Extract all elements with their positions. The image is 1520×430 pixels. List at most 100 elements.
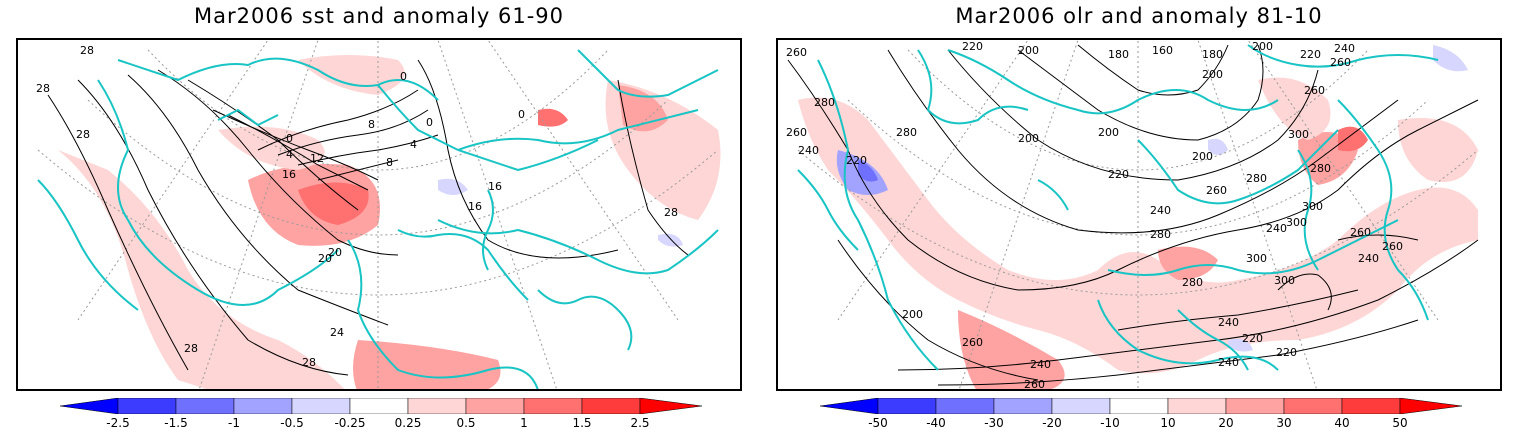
colorbar-label: -0.25 [334, 416, 366, 430]
contour-label: 200 [902, 308, 923, 321]
colorbar-label: 2.5 [630, 416, 650, 430]
contour-label: 200 [1202, 68, 1223, 81]
contour-label: 200 [1018, 44, 1039, 57]
contour-label: 260 [1382, 240, 1403, 253]
olr-colorbar-labels: -50 -40 -30 -20 -10 10 20 30 40 50 [820, 416, 1462, 430]
colorbar-label: 50 [1392, 416, 1408, 430]
contour-label: 240 [1266, 222, 1287, 235]
contour-label: 20 [328, 246, 342, 259]
contour-label: 28 [302, 356, 316, 369]
contour-label: 160 [1152, 44, 1173, 57]
contour-label: 16 [468, 200, 482, 213]
contour-label: 300 [1246, 252, 1267, 265]
contour-label: 260 [1206, 184, 1227, 197]
contour-label: 220 [846, 154, 867, 167]
contour-label: 200 [1252, 40, 1273, 53]
contour-label: 0 [426, 116, 433, 129]
contour-label: 220 [1276, 346, 1297, 359]
contour-label: 8 [386, 156, 393, 169]
contour-label: 0 [518, 108, 525, 121]
contour-label: 0 [400, 70, 407, 83]
contour-label: 12 [310, 152, 324, 165]
contour-label: 240 [1358, 252, 1379, 265]
right-panel-title: Mar2006 olr and anomaly 81-10 [955, 4, 1323, 28]
contour-label: 260 [1304, 84, 1325, 97]
contour-label: 240 [1218, 356, 1239, 369]
colorbar-label: -50 [868, 416, 888, 430]
contour-label: 180 [1202, 48, 1223, 61]
left-panel-title: Mar2006 sst and anomaly 61-90 [193, 4, 565, 28]
contour-label: 220 [962, 40, 983, 53]
contour-label: 260 [962, 336, 983, 349]
sst-colorbar-labels: -2.5 -1.5 -1 -0.5 -0.25 0.25 0.5 1 1.5 2… [60, 416, 702, 430]
contour-label: 20 [318, 252, 332, 265]
contour-label: 0 [286, 132, 293, 145]
sst-colorbar [60, 398, 702, 414]
colorbar-label: -0.5 [280, 416, 304, 430]
sst-map-svg: 28 28 28 28 20 0 0 0 4 8 12 16 16 16 20 … [36, 40, 721, 389]
colorbar-label: -2.5 [106, 416, 130, 430]
colorbar-label: -30 [984, 416, 1004, 430]
olr-coastlines [797, 44, 1439, 371]
contour-label: 260 [786, 46, 807, 59]
colorbar-label: -20 [1042, 416, 1062, 430]
contour-label: 300 [1286, 216, 1307, 229]
colorbar-label: -40 [926, 416, 946, 430]
contour-label: 300 [1302, 200, 1323, 213]
contour-label: 180 [1108, 48, 1129, 61]
contour-label: 220 [1242, 332, 1263, 345]
olr-colorbar [820, 398, 1462, 414]
contour-label: 240 [798, 144, 819, 157]
contour-label: 260 [786, 126, 807, 139]
colorbar-label: 0.25 [394, 416, 422, 430]
contour-label: 28 [184, 342, 198, 355]
contour-label: 200 [1192, 150, 1213, 163]
contour-label: 240 [1150, 204, 1171, 217]
contour-label: 8 [368, 118, 375, 131]
contour-label: 300 [1288, 128, 1309, 141]
contour-label: 24 [330, 326, 344, 339]
contour-label: 16 [282, 168, 296, 181]
olr-anomaly-map: 260 220 200 180 160 180 200 220 240 200 … [776, 38, 1502, 391]
contour-label: 28 [76, 128, 90, 141]
contour-label: 280 [814, 96, 835, 109]
olr-map-svg: 260 220 200 180 160 180 200 220 240 200 … [786, 40, 1479, 391]
olr-contours [787, 44, 1479, 386]
colorbar-label: -1.5 [164, 416, 188, 430]
contour-label: 4 [286, 148, 293, 161]
sst-coastlines [37, 49, 719, 389]
contour-label: 240 [1030, 358, 1051, 371]
contour-label: 220 [1108, 168, 1129, 181]
contour-label: 200 [1018, 132, 1039, 145]
contour-label: 240 [1218, 316, 1239, 329]
contour-label: 220 [1300, 48, 1321, 61]
contour-label: 280 [896, 126, 917, 139]
contour-label: 280 [1246, 172, 1267, 185]
contour-label: 28 [80, 44, 94, 57]
contour-label: 280 [1150, 228, 1171, 241]
colorbar-label: 10 [1160, 416, 1176, 430]
colorbar-label: 1.5 [572, 416, 592, 430]
colorbar-label: 20 [1218, 416, 1234, 430]
contour-label: 300 [1274, 274, 1295, 287]
sst-anomaly-map: 28 28 28 28 20 0 0 0 4 8 12 16 16 16 20 … [16, 38, 742, 391]
contour-label: 240 [1334, 42, 1355, 55]
contour-label: 28 [36, 82, 50, 95]
colorbar-label: 30 [1276, 416, 1292, 430]
contour-label: 260 [1024, 378, 1045, 391]
contour-label: 200 [1098, 126, 1119, 139]
contour-label: 280 [1182, 276, 1203, 289]
olr-contour-labels: 260 220 200 180 160 180 200 220 240 200 … [786, 40, 1403, 391]
colorbar-label: 40 [1334, 416, 1350, 430]
colorbar-label: 0.5 [456, 416, 476, 430]
contour-label: 16 [488, 180, 502, 193]
contour-label: 260 [1330, 56, 1351, 69]
olr-graticule [797, 40, 1479, 389]
colorbar-label: 1 [520, 416, 528, 430]
contour-label: 260 [1350, 226, 1371, 239]
sst-contour-labels: 28 28 28 28 20 0 0 0 4 8 12 16 16 16 20 … [36, 44, 678, 369]
colorbar-label: -10 [1100, 416, 1120, 430]
contour-label: 28 [664, 206, 678, 219]
contour-label: 280 [1310, 162, 1331, 175]
contour-label: 4 [410, 138, 417, 151]
